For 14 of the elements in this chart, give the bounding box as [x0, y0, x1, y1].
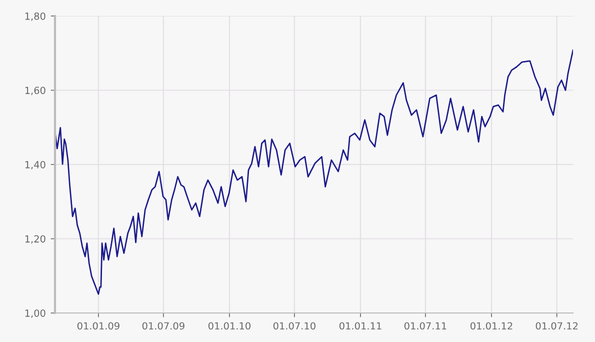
line-series [55, 49, 573, 295]
x-tick-label: 01.01.11 [339, 322, 382, 330]
x-tick-label: 01.01.09 [77, 322, 120, 330]
x-tick-label: 01.07.12 [536, 322, 578, 330]
x-tick-label: 01.07.11 [404, 322, 446, 330]
x-tick-label: 01.01.12 [470, 322, 512, 330]
x-tick-label: 01.07.10 [273, 322, 316, 330]
x-tick-label: 01.01.10 [208, 322, 250, 330]
x-tick-label: 01.07.09 [142, 322, 184, 330]
y-tick-label: 1,60 [25, 86, 46, 96]
y-tick-label: 1,20 [25, 235, 46, 244]
y-tick-label: 1,40 [25, 160, 46, 170]
y-tick-label: 1,00 [25, 309, 46, 318]
y-tick-label: 1,80 [25, 12, 46, 21]
